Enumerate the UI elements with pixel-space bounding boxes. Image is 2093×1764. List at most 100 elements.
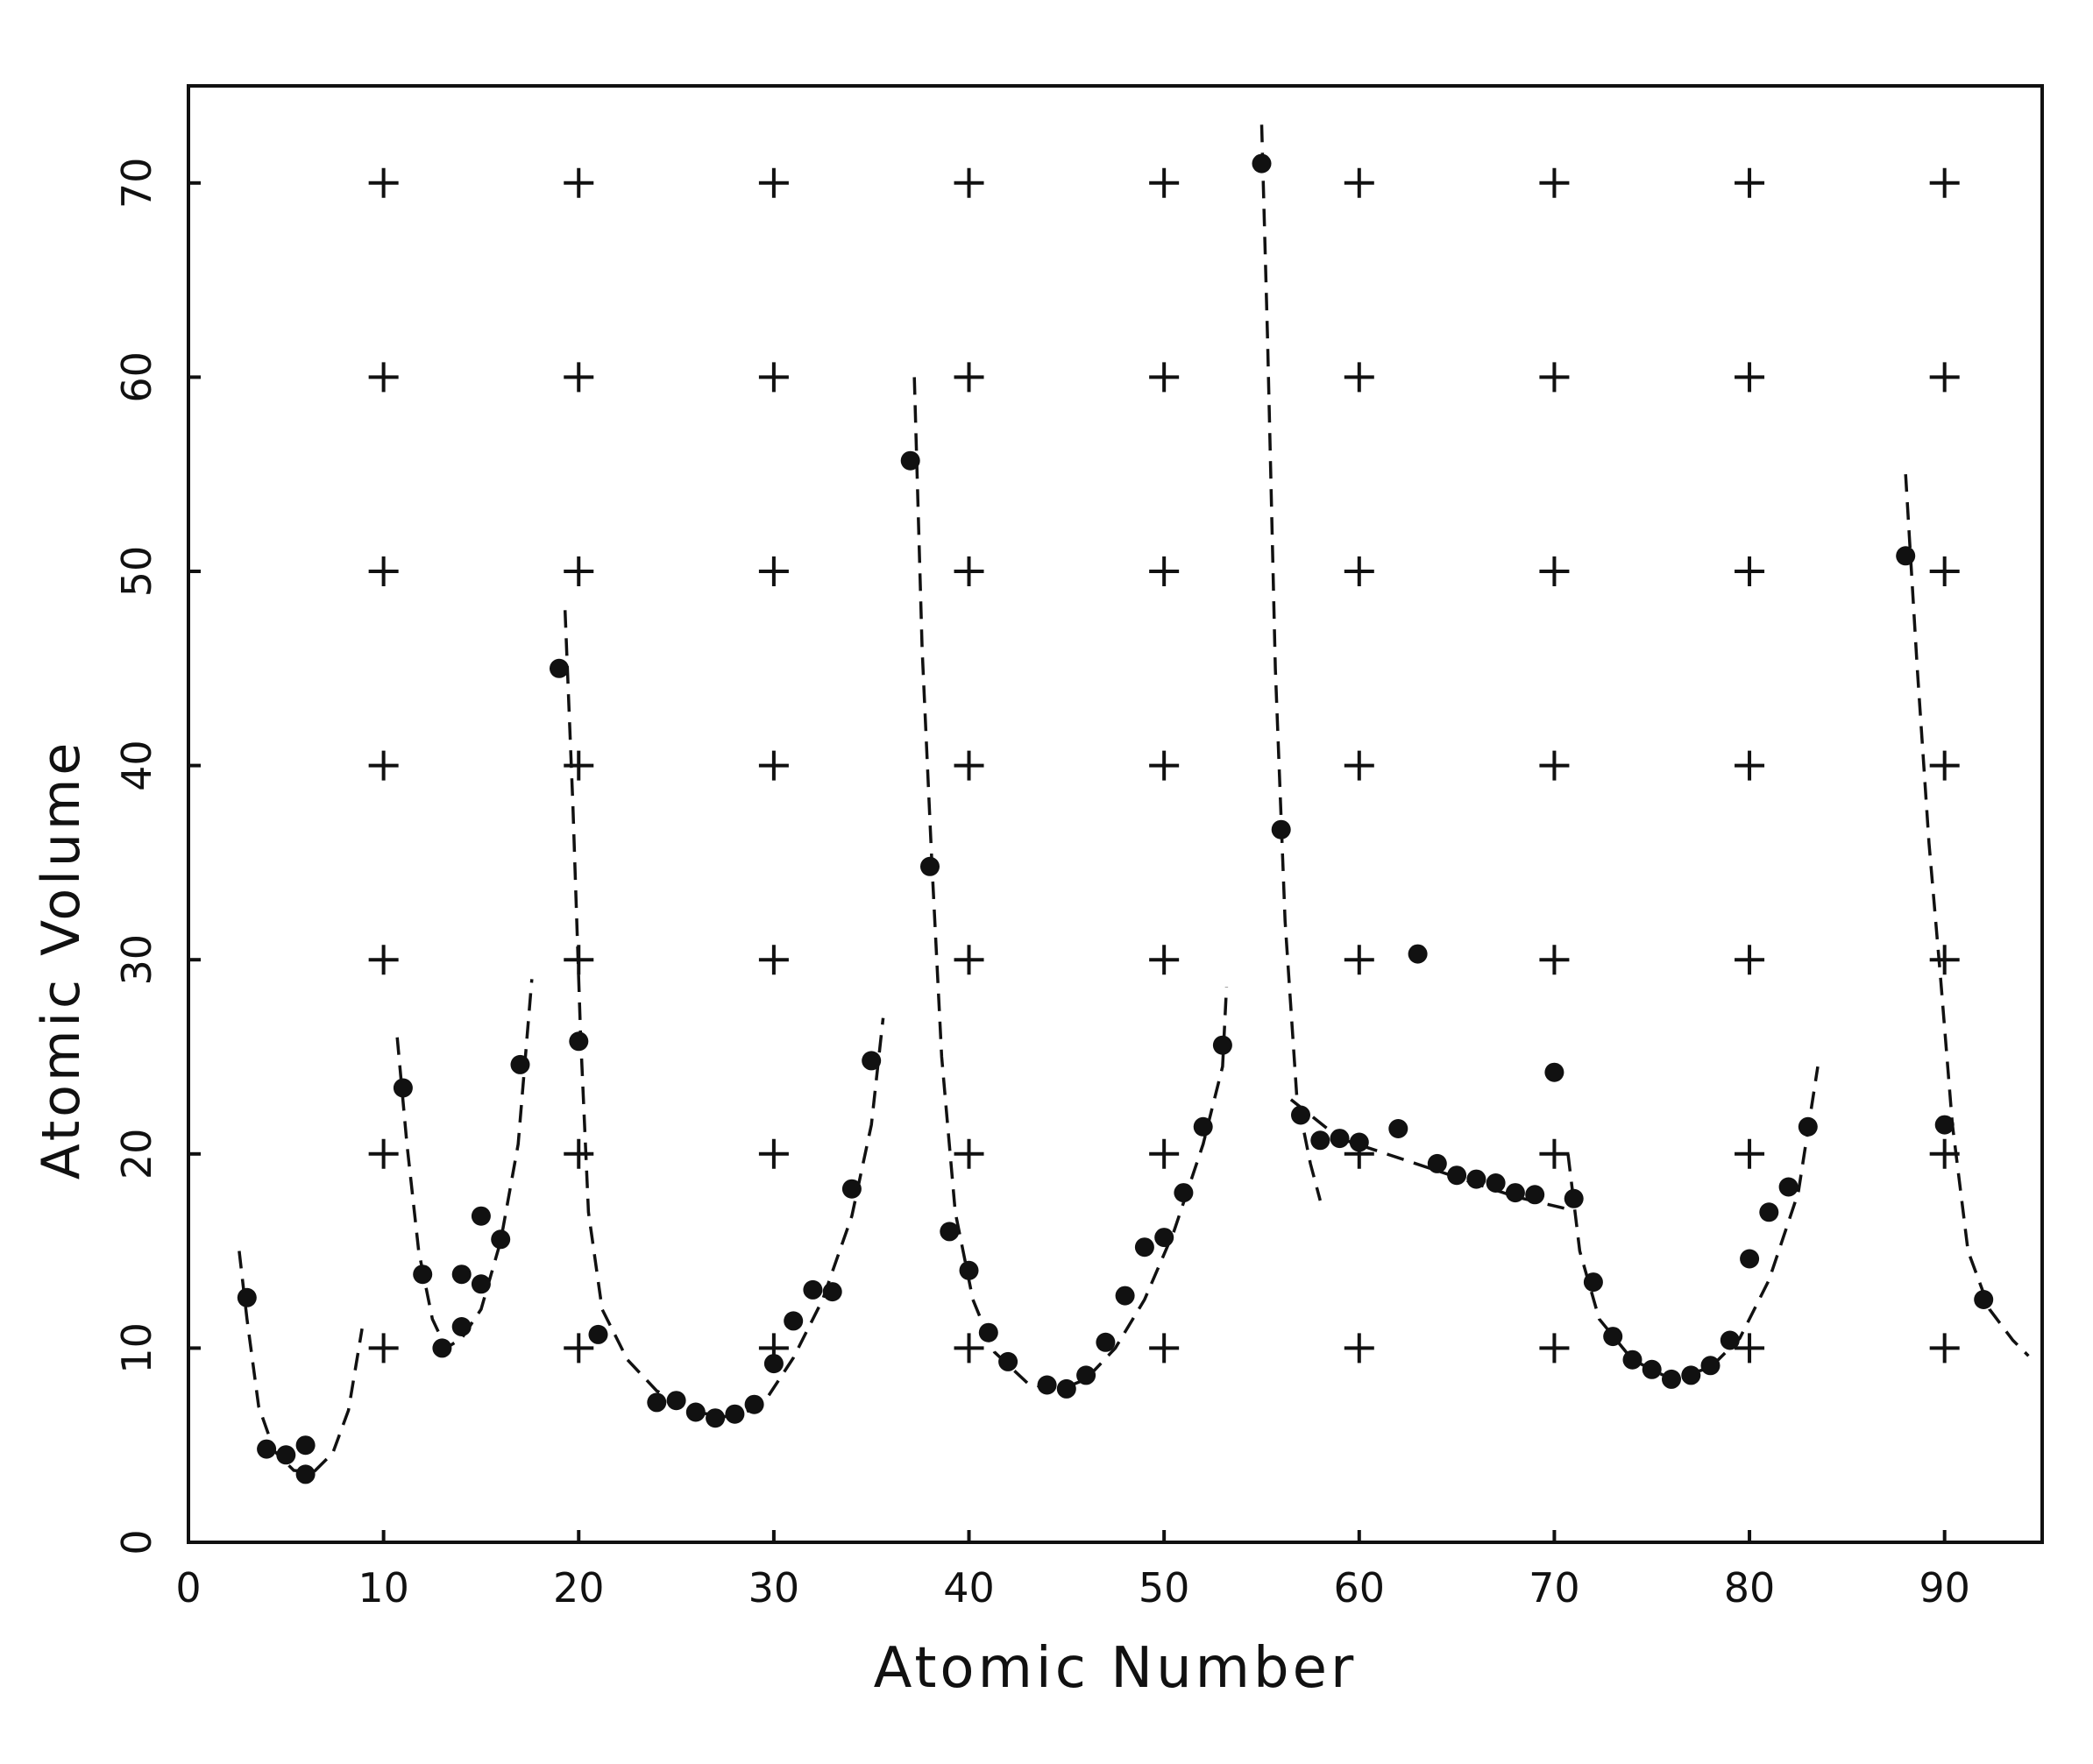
data-point: [763, 1354, 784, 1374]
fit-curve-segment: [395, 979, 534, 1350]
data-point: [550, 658, 569, 678]
data-point: [1174, 1183, 1194, 1203]
data-point: [1447, 1165, 1467, 1186]
data-point-layer: [237, 153, 1994, 1484]
x-tick-label: 80: [1724, 1564, 1776, 1612]
grid-plus-marker: [758, 167, 789, 198]
grid-plus-marker: [758, 750, 789, 781]
data-point: [666, 1391, 686, 1411]
data-point: [1778, 1177, 1799, 1197]
grid-plus-marker: [1344, 750, 1374, 781]
y-tick-label: 0: [113, 1529, 160, 1555]
grid-plus-marker: [1735, 945, 1765, 975]
grid-plus-marker: [954, 750, 984, 781]
data-point: [1271, 819, 1291, 839]
grid-plus-marker: [368, 167, 399, 198]
data-point: [1662, 1369, 1681, 1389]
data-point: [393, 1078, 413, 1098]
y-tick-label: 40: [113, 740, 160, 791]
data-point: [1583, 1272, 1603, 1293]
y-tick-label: 50: [113, 546, 160, 598]
y-tick-label: 10: [113, 1322, 160, 1374]
fit-curve-segment: [1289, 1098, 1565, 1210]
data-point: [685, 1402, 706, 1422]
grid-plus-marker: [1735, 556, 1765, 586]
data-point: [1681, 1365, 1701, 1385]
x-tick-label: 30: [749, 1564, 800, 1612]
grid-plus-marker: [954, 556, 984, 586]
data-point: [1564, 1188, 1584, 1208]
x-axis-label: Atomic Number: [874, 1636, 1358, 1701]
data-point: [1427, 1153, 1447, 1173]
data-point: [451, 1317, 472, 1336]
data-point: [1056, 1378, 1076, 1399]
data-point: [1720, 1330, 1740, 1350]
data-point: [295, 1464, 316, 1484]
grid-plus-marker: [1735, 167, 1765, 198]
grid-plus-marker: [1929, 362, 1960, 393]
data-point: [1408, 944, 1428, 964]
grid-plus-marker: [1735, 1333, 1765, 1364]
data-point: [1154, 1228, 1174, 1248]
grid-plus-marker: [368, 1138, 399, 1169]
grid-plus-marker: [368, 556, 399, 586]
grid-plus-marker: [1149, 750, 1180, 781]
data-point: [1759, 1202, 1779, 1222]
grid-plus-marker: [1344, 945, 1374, 975]
y-tick-label: 30: [113, 934, 160, 986]
data-point: [1642, 1359, 1662, 1379]
data-point: [978, 1322, 998, 1342]
data-point: [1896, 546, 1916, 566]
grid-plus-marker: [1539, 556, 1570, 586]
x-tick-label: 0: [175, 1564, 201, 1612]
data-point: [1934, 1115, 1955, 1135]
data-point: [1310, 1130, 1330, 1151]
y-axis: 0 10 20 30 40 50 60 70: [113, 158, 201, 1555]
data-point: [1700, 1356, 1721, 1376]
grid-plus-marker: [368, 1333, 399, 1364]
grid-plus-marker: [1929, 1333, 1960, 1364]
data-point: [1134, 1237, 1154, 1257]
grid-plus-marker: [1539, 945, 1570, 975]
grid-plus-marker: [1539, 362, 1570, 393]
grid-plus-marker: [758, 1138, 789, 1169]
data-point: [822, 1282, 842, 1302]
grid-plus-marker: [1929, 945, 1960, 975]
data-point: [1096, 1332, 1116, 1352]
y-tick-label: 20: [113, 1129, 160, 1180]
fit-curve-layer: [238, 124, 2030, 1475]
data-point: [1544, 1062, 1564, 1082]
data-point: [1486, 1173, 1506, 1193]
data-point: [413, 1265, 433, 1285]
data-point: [1330, 1129, 1350, 1149]
data-point: [744, 1394, 764, 1414]
data-point: [1974, 1290, 1994, 1309]
grid-plus-marker: [368, 750, 399, 781]
grid-plus-marker: [564, 945, 594, 975]
grid-plus-marker: [564, 1138, 594, 1169]
data-point: [803, 1279, 823, 1300]
grid-plus-marker: [1929, 750, 1960, 781]
data-point: [920, 856, 940, 876]
data-point: [471, 1206, 491, 1226]
grid-plus-marker: [1929, 167, 1960, 198]
grid-plus-marker: [564, 167, 594, 198]
data-point: [1466, 1169, 1486, 1189]
grid-plus-marker: [564, 1333, 594, 1364]
grid-plus-marker: [1344, 167, 1374, 198]
data-point: [1252, 153, 1272, 174]
data-point: [1349, 1132, 1369, 1152]
grid-plus-marker: [1735, 362, 1765, 393]
grid-plus-marker: [1539, 1138, 1570, 1169]
data-point: [959, 1260, 979, 1280]
data-point: [510, 1054, 530, 1074]
data-point: [1212, 1035, 1232, 1055]
data-point: [588, 1324, 608, 1344]
x-tick-label: 90: [1919, 1564, 1970, 1612]
grid-plus-marker: [1149, 945, 1180, 975]
data-point: [569, 1031, 589, 1052]
data-point: [237, 1287, 257, 1307]
data-point: [1798, 1116, 1818, 1137]
y-tick-label: 70: [113, 158, 160, 209]
x-tick-label: 50: [1139, 1564, 1190, 1612]
